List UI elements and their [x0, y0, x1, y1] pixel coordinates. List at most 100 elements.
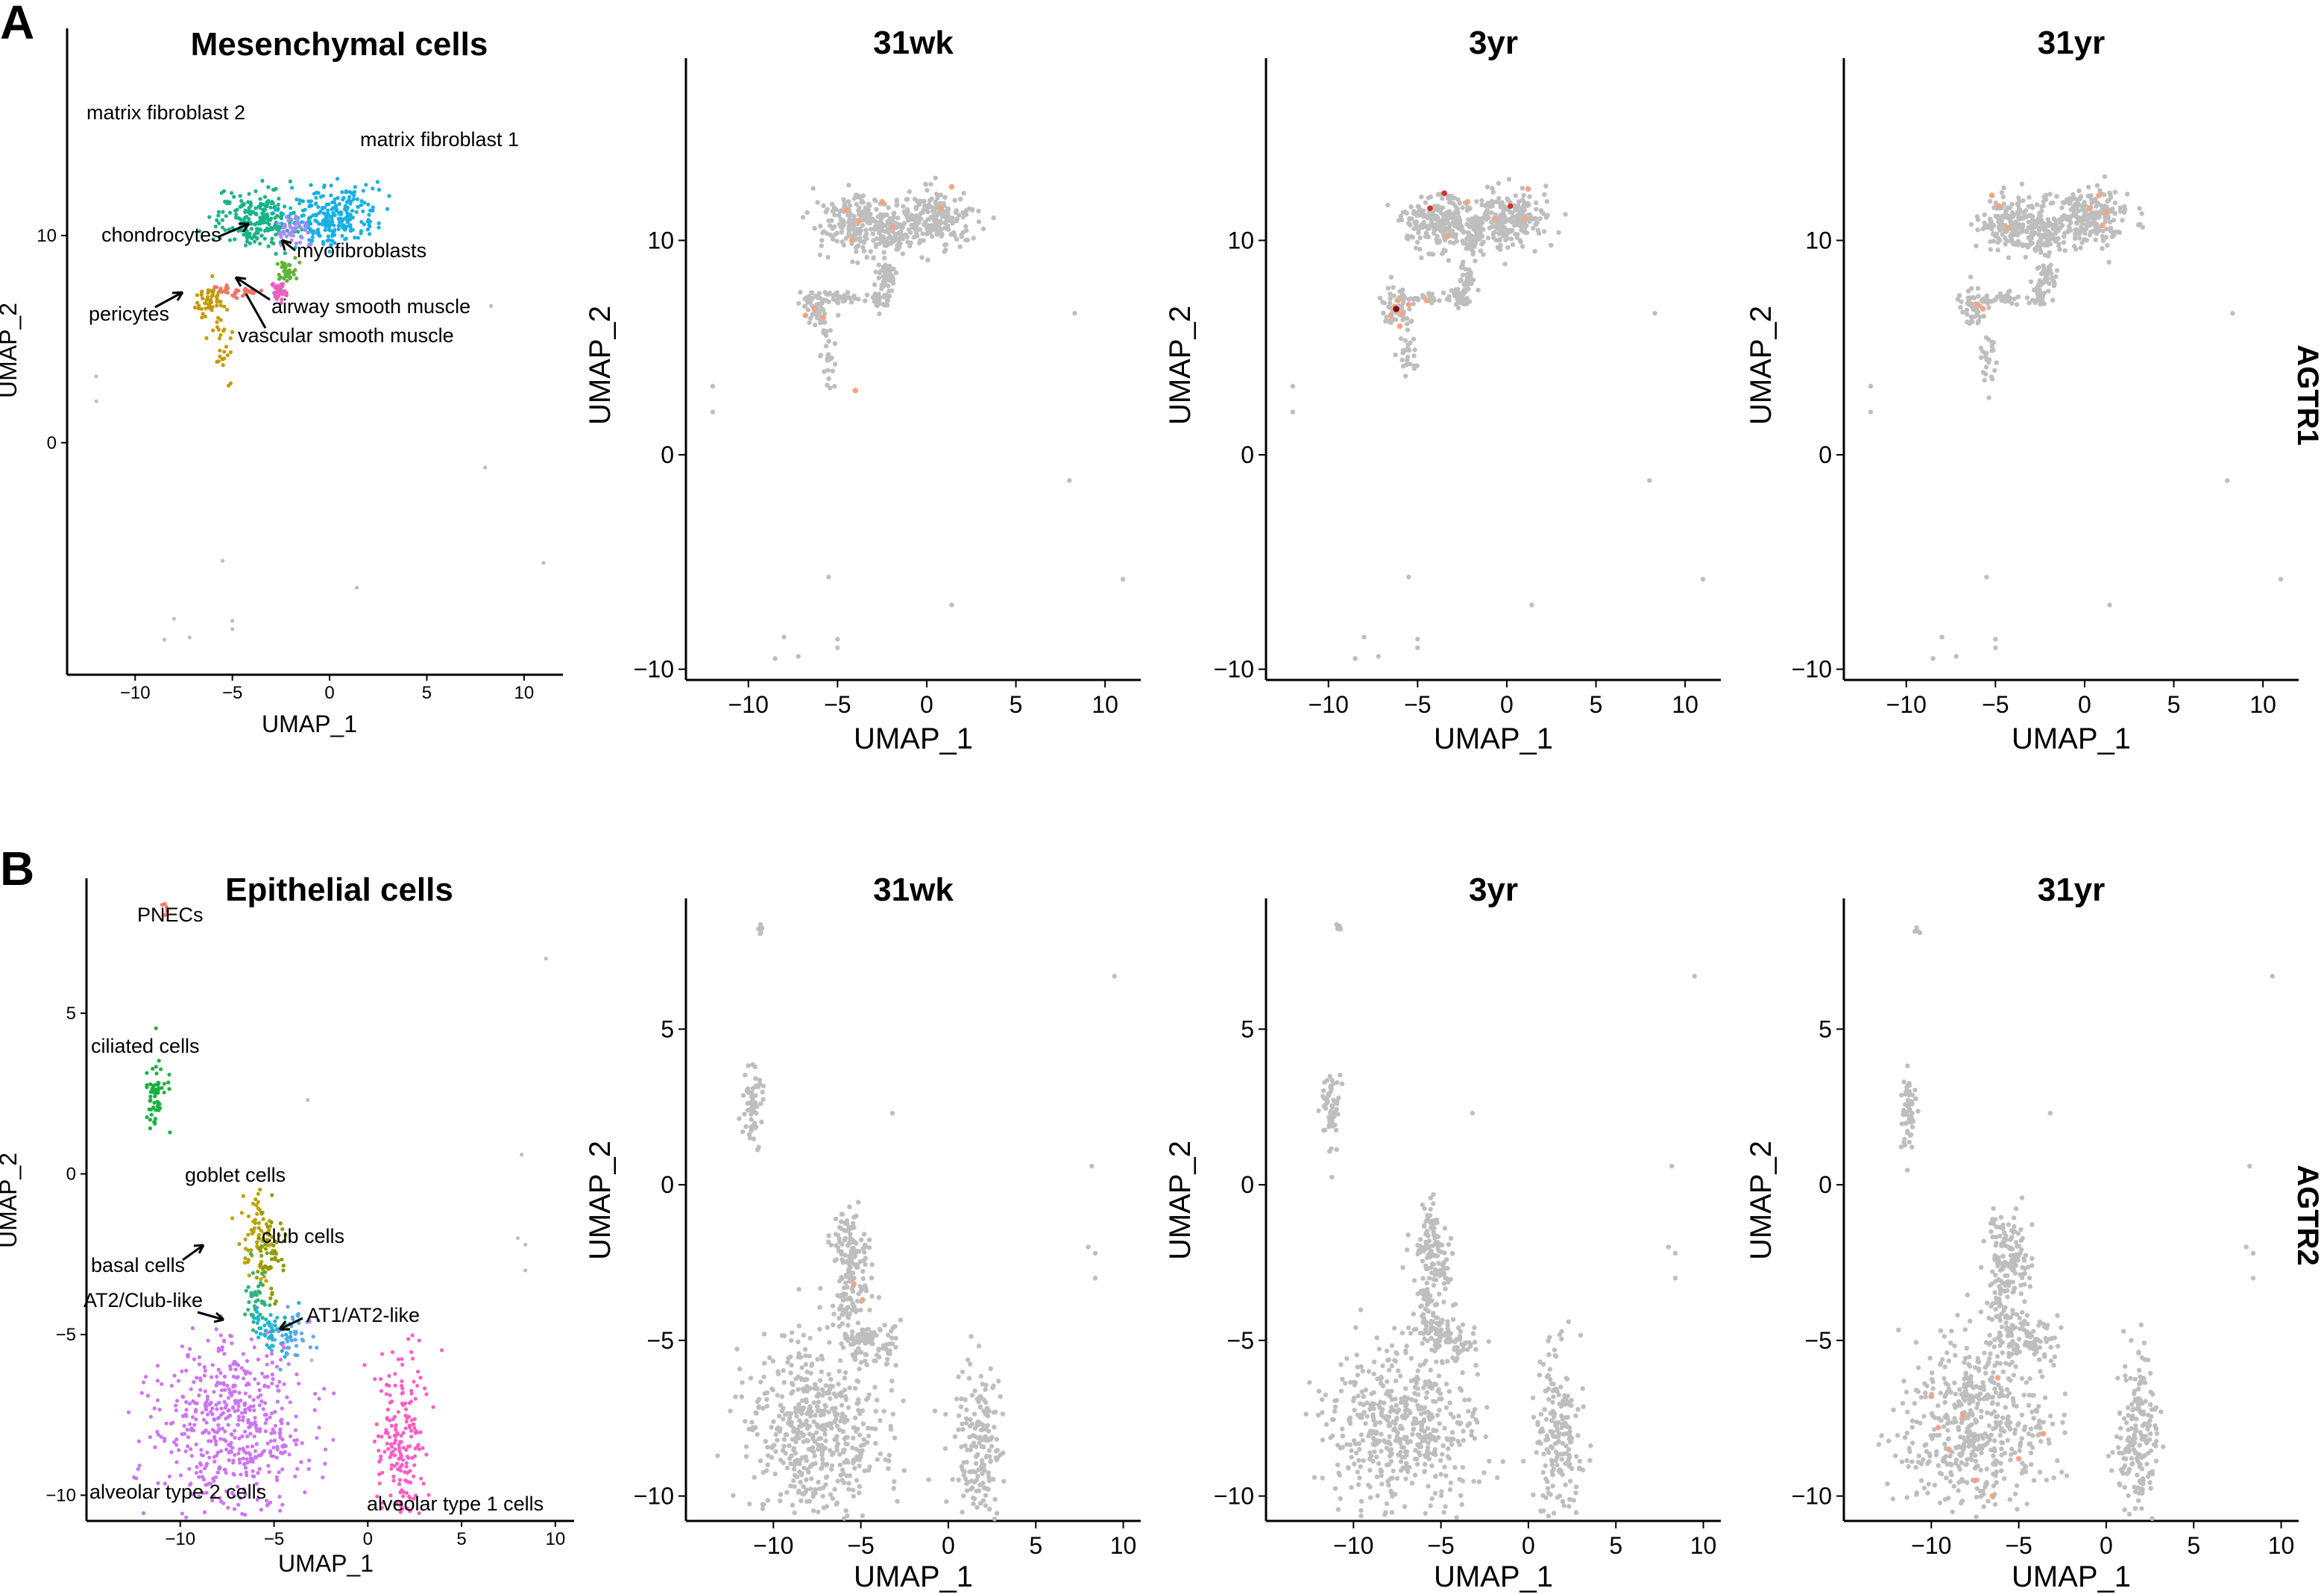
cell-point — [749, 1117, 754, 1122]
cell-point — [237, 1414, 242, 1419]
cell-point — [2053, 218, 2059, 224]
cell-point — [2034, 202, 2040, 207]
cell-point — [833, 232, 838, 237]
cell-point — [238, 194, 242, 198]
cell-point — [715, 1453, 720, 1458]
cell-point — [291, 270, 295, 274]
x-tick-label: −10 — [1309, 691, 1349, 718]
cell-point — [840, 1321, 845, 1326]
cell-point — [1461, 282, 1467, 287]
cell-point — [827, 1340, 832, 1345]
cell-point — [344, 215, 348, 220]
cell-point — [1978, 345, 1983, 350]
plot-epi-31wk: 31wk −10 −5 0 5 10−10−505 UMAP_1 UMAP_2 — [584, 872, 1141, 1593]
cell-point — [892, 1479, 897, 1484]
cell-point — [872, 299, 878, 304]
cell-point — [159, 1434, 163, 1439]
cell-point — [1401, 315, 1406, 320]
cell-point — [832, 383, 837, 389]
cell-point — [813, 322, 818, 328]
cell-point — [231, 1472, 236, 1476]
cell-point — [215, 1374, 219, 1379]
label-alveolar-type-1: alveolar type 1 cells — [367, 1493, 544, 1515]
cell-point — [1476, 215, 1481, 221]
cell-point — [2046, 289, 2051, 294]
cell-point — [854, 1308, 860, 1313]
expressing-cell — [1399, 310, 1405, 317]
cell-point — [2074, 231, 2079, 236]
cell-point — [224, 1489, 229, 1493]
cell-point — [144, 1375, 148, 1379]
cell-point — [214, 1442, 218, 1446]
cell-point — [393, 1438, 398, 1443]
cell-point — [1495, 245, 1501, 250]
cell-point — [873, 269, 878, 274]
cell-point — [850, 1445, 855, 1451]
cell-point — [854, 1213, 859, 1219]
cell-point — [1419, 255, 1424, 260]
cell-point — [998, 1394, 1003, 1399]
cell-point — [907, 243, 913, 249]
cell-point — [270, 1193, 274, 1197]
cell-point — [2017, 217, 2022, 222]
cell-point — [274, 1240, 279, 1245]
cell-point — [285, 1395, 289, 1399]
cell-point — [276, 202, 280, 207]
x-tick-label: 0 — [1500, 691, 1514, 718]
cell-point — [266, 198, 271, 203]
cell-point — [2041, 242, 2046, 247]
cell-point — [847, 1385, 852, 1390]
cell-point — [1984, 574, 1989, 580]
cell-point — [781, 1437, 787, 1442]
cell-point — [2029, 227, 2034, 233]
cell-point — [757, 1077, 763, 1083]
cell-point — [761, 1332, 767, 1337]
x-tick-label: 0 — [942, 1532, 955, 1559]
cell-point — [318, 210, 323, 214]
cell-point — [136, 1439, 141, 1443]
cell-point — [282, 1346, 286, 1350]
cell-point — [1517, 220, 1522, 226]
cell-point — [327, 249, 332, 254]
cell-point — [1400, 210, 1406, 215]
cell-point — [241, 1456, 245, 1461]
cell-point — [765, 1462, 770, 1467]
cell-point — [235, 1399, 239, 1403]
cell-point — [948, 232, 954, 237]
cell-point — [2082, 230, 2088, 236]
label-airway-smooth-muscle: airway smooth muscle — [271, 295, 470, 318]
cell-point — [2026, 235, 2031, 240]
cell-point — [855, 243, 861, 248]
cell-point — [1517, 237, 1522, 243]
plot-title-31wk-b: 31wk — [873, 872, 954, 908]
cell-point — [225, 353, 230, 357]
cell-point — [248, 241, 252, 246]
cell-point — [2041, 199, 2047, 204]
cell-point — [890, 280, 896, 286]
cell-point — [2015, 294, 2021, 300]
cell-point — [203, 1368, 207, 1373]
cell-point — [919, 216, 924, 221]
cell-point — [354, 585, 359, 590]
cell-point — [270, 227, 274, 231]
cell-point — [409, 1391, 414, 1396]
cell-point — [822, 369, 827, 374]
cell-point — [205, 295, 210, 300]
cell-point — [858, 1237, 864, 1243]
expressing-cell — [2087, 205, 2093, 212]
cell-point — [164, 1421, 169, 1426]
y-tick-label: 0 — [661, 441, 674, 468]
cell-point — [233, 215, 238, 220]
cell-point — [1436, 218, 1441, 224]
cell-point — [2041, 224, 2047, 229]
cell-point — [2124, 192, 2130, 197]
cell-point — [346, 212, 351, 217]
cell-point — [396, 1357, 400, 1361]
cell-point — [367, 212, 371, 217]
cell-point — [1391, 293, 1396, 298]
cell-point — [817, 1326, 822, 1332]
cell-point — [178, 1473, 183, 1478]
cell-point — [840, 298, 845, 304]
cell-point — [230, 1216, 235, 1220]
cell-point — [262, 1274, 266, 1279]
